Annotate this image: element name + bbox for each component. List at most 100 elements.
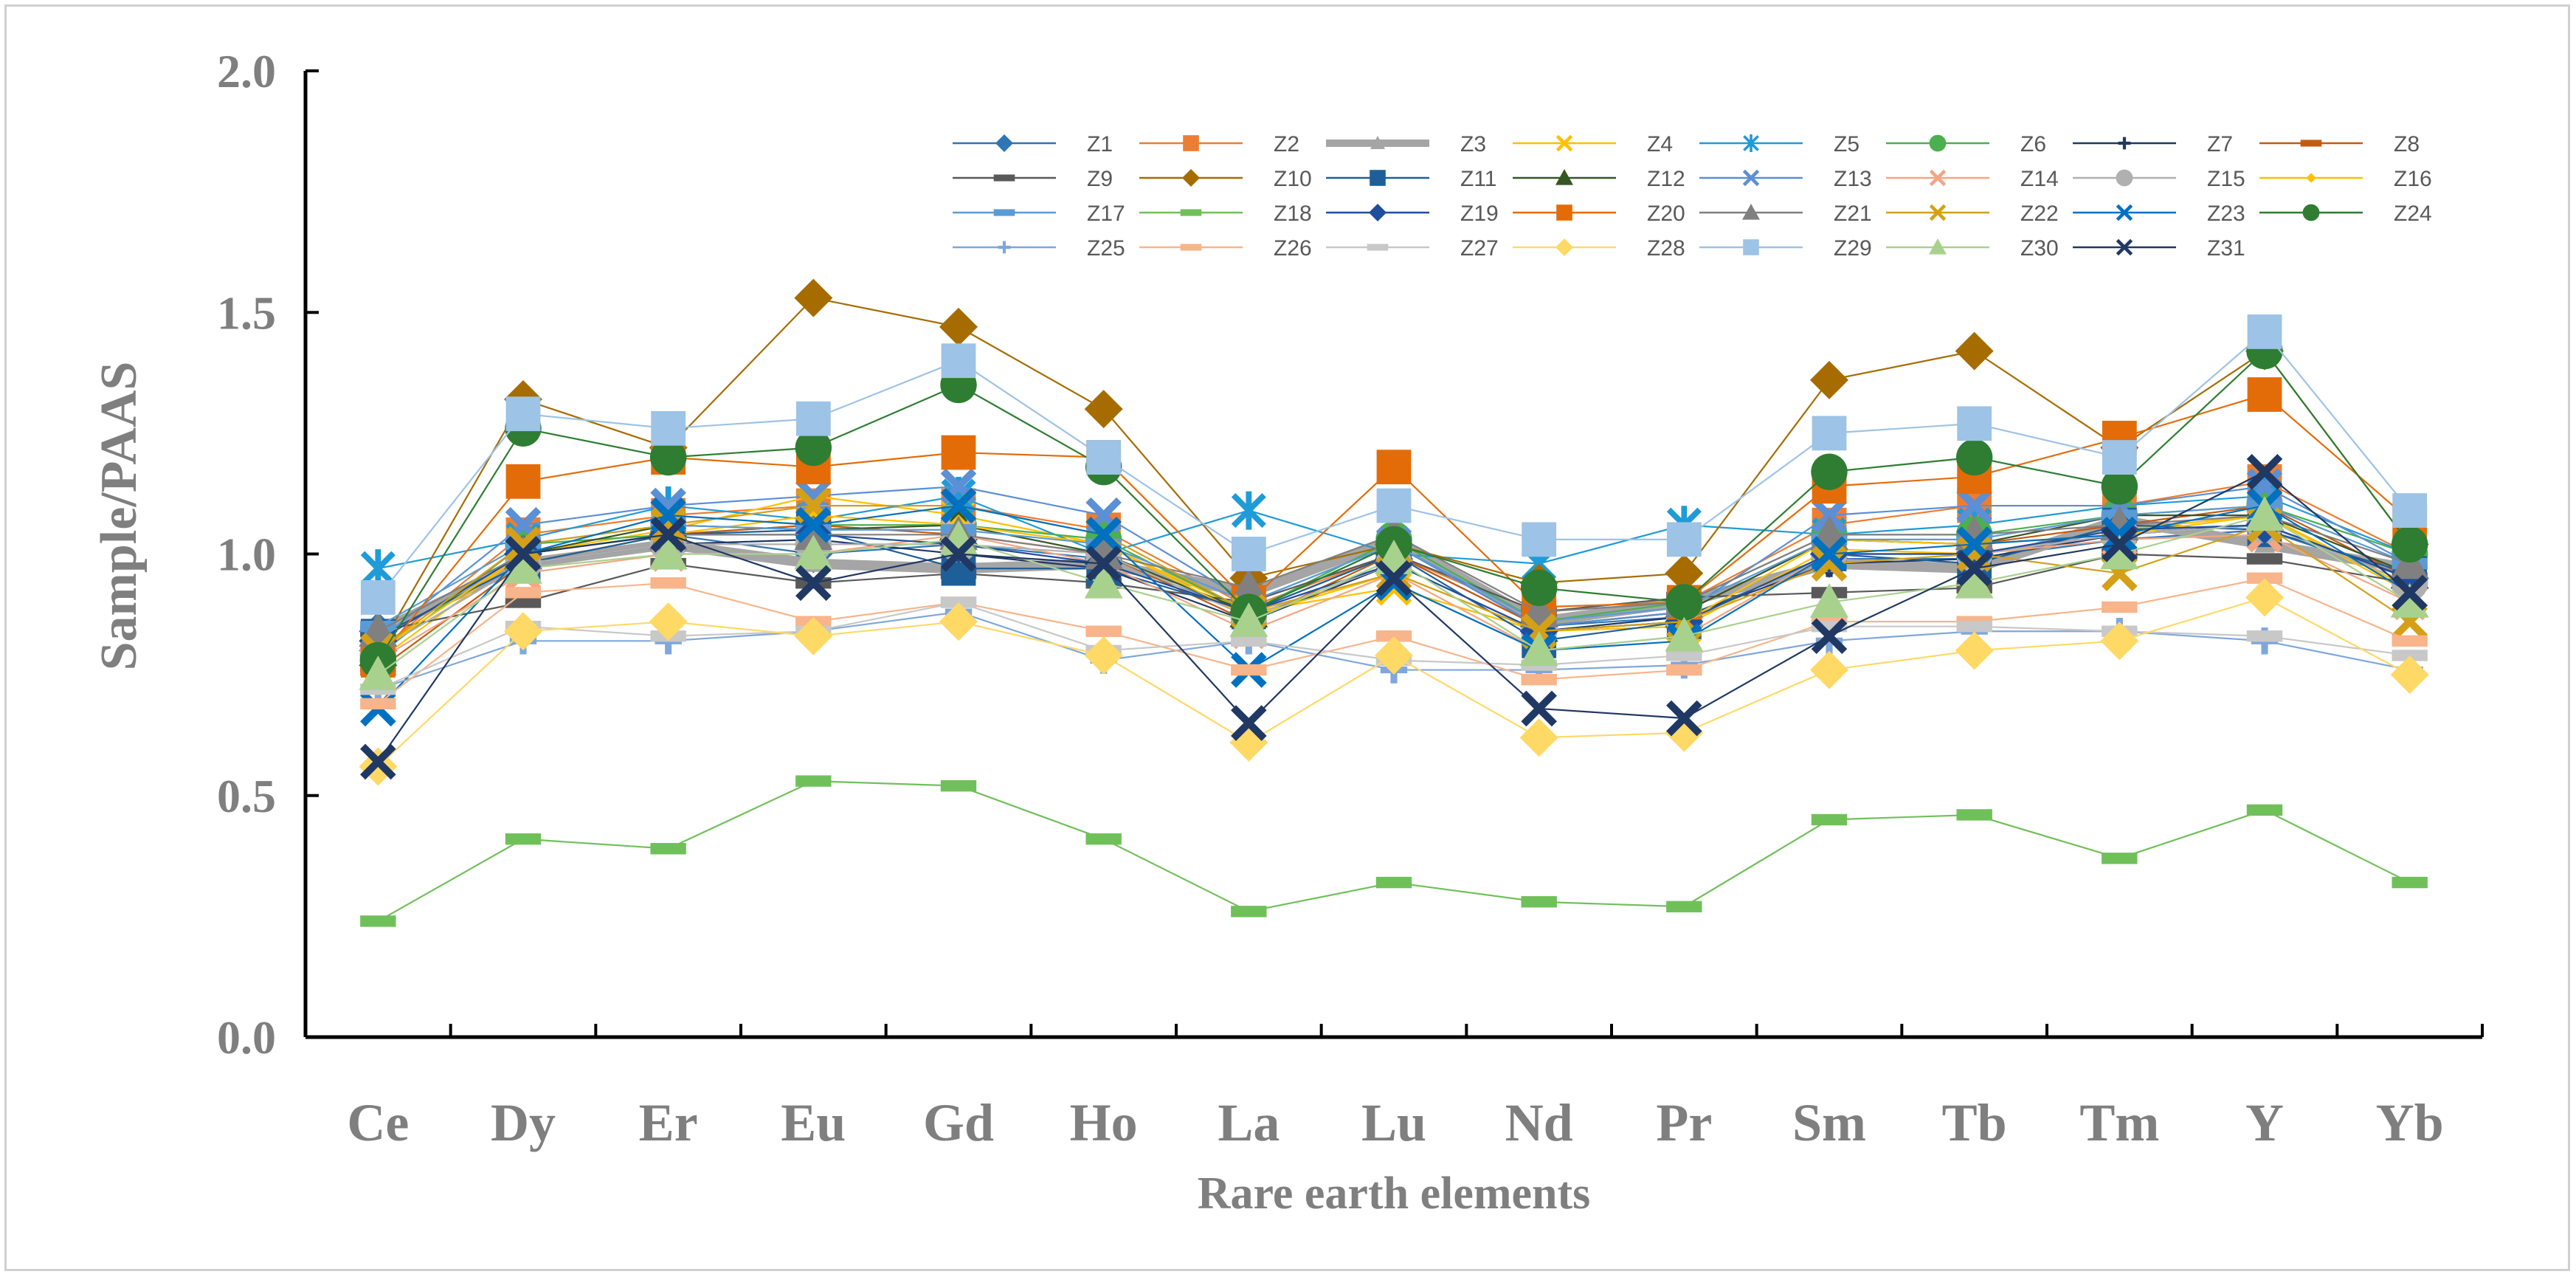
data-point [2392,876,2428,889]
data-point [2245,496,2284,531]
data-point [941,435,976,470]
data-point [1957,406,1992,441]
legend-label: Z27 [1460,236,1499,261]
x-axis-title: Rare earth elements [1198,1168,1591,1219]
data-point [1085,545,1122,582]
data-point [505,536,542,572]
legend-swatch-marker [993,174,1015,182]
legend-item-z28: Z28 [1513,236,1685,261]
legend-label: Z26 [1274,236,1312,261]
data-point [650,843,686,855]
legend-item-z5: Z5 [1699,132,1860,156]
data-point [795,565,832,602]
data-point [1375,560,1412,596]
y-tick-label: 0.0 [217,1011,276,1064]
data-point [2246,804,2283,816]
x-tick-label: La [1218,1093,1280,1152]
legend-label: Z21 [1834,202,1872,226]
data-point [505,587,542,599]
legend-label: Z17 [1087,202,1125,226]
series-z29 [360,314,2428,615]
data-point [2246,630,2283,642]
legend-item-z10: Z10 [1139,167,1312,191]
data-point [2392,493,2428,528]
legend-label: Z10 [1274,167,1312,191]
data-point [1521,690,1557,727]
data-point [1666,522,1702,557]
data-point [2245,578,2284,617]
legend-item-z6: Z6 [1886,132,2046,156]
x-tick-label: Gd [923,1093,994,1152]
legend-item-z3: Z3 [1326,132,1486,156]
legend-label: Z8 [2394,132,2420,156]
data-point [1955,438,1993,476]
data-point [939,307,978,346]
axes-group: 0.0 0.5 1.0 1.5 2.0 Ce Dy Er Eu Gd Ho La Lu Nd Pr Sm Tb T… [217,45,2484,1152]
legend-label: Z2 [1274,132,1299,156]
data-point [1665,616,1704,652]
legend-item-z26: Z26 [1139,236,1312,261]
x-tick-label: Tb [1942,1093,2007,1152]
data-point [1811,536,1848,572]
data-point [649,438,687,476]
data-point [1375,636,1413,675]
data-point [2102,853,2138,864]
legend-item-z22: Z22 [1886,202,2059,226]
legend-label: Z14 [2020,167,2059,191]
legend-label: Z1 [1087,132,1113,156]
data-point [1955,631,1994,670]
legend-swatch-marker [1742,204,1760,220]
legend-swatch-marker [1555,238,1573,256]
line-chart: 0.0 0.5 1.0 1.5 2.0 Ce Dy Er Eu Gd Ho La Lu Nd Pr Sm Tb T… [91,45,2484,1219]
legend-label: Z6 [2020,132,2046,156]
legend: Z1 Z2 Z3 Z4 Z5 Z6 Z7 Z8 Z9 Z10 Z11 Z12 Z13 Z14 Z15 Z16 Z… [953,132,2432,261]
data-point [794,534,833,570]
data-point [2392,635,2428,647]
legend-label: Z5 [1834,132,1860,156]
data-point [2100,622,2139,661]
legend-item-z27: Z27 [1326,236,1499,261]
legend-swatch-marker [1370,136,1385,149]
legend-label: Z11 [1460,167,1496,191]
data-point [2392,574,2428,611]
data-point [1519,631,1558,667]
series-z26 [360,572,2428,710]
data-point [1084,534,1123,570]
data-point [359,655,398,690]
data-point [794,616,833,655]
y-tick-label: 0.5 [217,770,276,822]
data-point [1521,896,1557,908]
data-point [649,534,688,570]
data-point [940,487,977,524]
data-point [1231,537,1266,571]
x-tick-label: Nd [1505,1093,1573,1152]
legend-label: Z30 [2020,236,2059,261]
data-point [1666,901,1702,912]
data-point [1229,602,1268,637]
legend-item-z13: Z13 [1699,167,1872,191]
data-point [1520,569,1558,607]
x-tick-label: Sm [1792,1093,1866,1152]
data-point [2100,534,2139,570]
data-point [795,775,832,787]
legend-item-z17: Z17 [953,202,1125,226]
data-point [2246,453,2283,490]
data-point [360,915,396,927]
legend-label: Z23 [2207,202,2245,226]
legend-swatch-marker [1742,169,1760,187]
legend-item-z23: Z23 [2073,202,2245,226]
data-point [1812,416,1847,451]
data-point [1665,584,1703,621]
data-point [1666,664,1702,676]
data-point [649,602,688,641]
data-point [1956,550,1992,587]
x-tick-label: Er [639,1093,698,1152]
legend-swatch-marker [1183,135,1199,151]
x-tick-label: Dy [491,1093,556,1152]
legend-item-z24: Z24 [2259,202,2432,226]
legend-swatch-marker [1555,169,1573,185]
data-point [1811,813,1848,826]
legend-swatch-marker [2116,169,2133,187]
data-point [360,698,396,710]
data-point [794,278,833,317]
